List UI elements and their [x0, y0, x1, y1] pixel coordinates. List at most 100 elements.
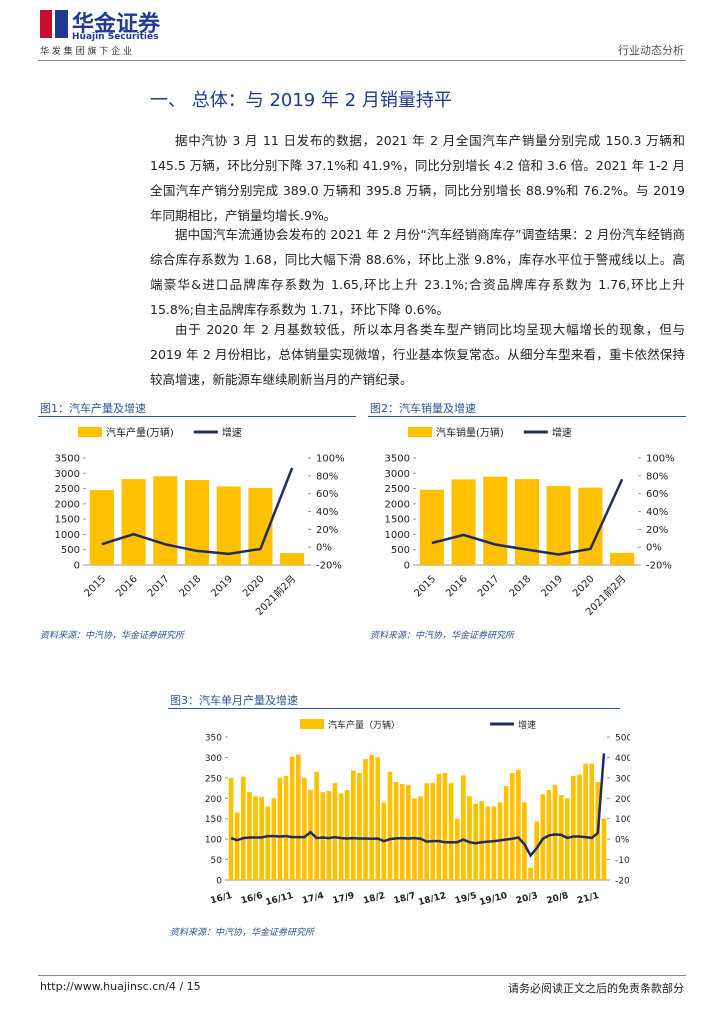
legend-label: 汽车销量(万辆) — [436, 426, 504, 439]
bar — [326, 790, 332, 880]
y2-tick-label: 100% — [615, 815, 630, 825]
x-tick-label: 2016 — [114, 574, 140, 600]
figure-rule — [368, 416, 686, 417]
bar — [442, 772, 448, 880]
bar — [571, 775, 576, 880]
bar — [436, 773, 442, 880]
figure-rule — [38, 416, 356, 417]
x-tick-label: 2016 — [444, 574, 470, 600]
figure-title: 图1：汽车产量及增速 — [40, 402, 146, 415]
bar — [451, 479, 476, 565]
bar — [448, 783, 454, 880]
x-tick-label: 18/2 — [362, 891, 386, 906]
bar — [485, 806, 491, 880]
bar — [265, 806, 271, 880]
header-rule — [38, 60, 686, 61]
y2-tick-label: -200% — [615, 877, 630, 887]
legend-label: 汽车产量(万辆) — [106, 426, 174, 439]
bar — [454, 818, 460, 880]
legend-label: 增速 — [552, 426, 572, 439]
y-tick-label: 200 — [205, 795, 222, 805]
section-title: 一、 总体：与 2019 年 2 月销量持平 — [150, 90, 452, 111]
figure-rule — [168, 708, 620, 709]
bar — [483, 476, 508, 565]
bar — [491, 806, 497, 880]
y-tick-label: 1000 — [385, 530, 410, 541]
bar — [419, 489, 444, 565]
y-tick-label: 3500 — [55, 454, 80, 465]
y-tick-label: 3000 — [55, 469, 80, 480]
logo-en: Huajin Securities — [72, 32, 159, 42]
figure-title: 图2：汽车销量及增速 — [370, 402, 476, 415]
bar — [534, 821, 540, 880]
bar — [277, 777, 283, 880]
legend-label: 汽车产量（万辆） — [328, 719, 400, 731]
y2-tick-label: 20% — [646, 525, 668, 536]
bar — [393, 781, 399, 880]
x-tick-label: 18/12 — [417, 891, 447, 908]
x-tick-label: 17/4 — [301, 891, 325, 906]
bar — [589, 763, 595, 880]
logo-icon — [40, 10, 68, 38]
y-tick-label: 500 — [391, 545, 410, 556]
chart: 0 500 1000 1500 2000 2500 3000 3500 -20% 0% 20% 40%… — [385, 426, 675, 618]
y2-tick-label: 300% — [615, 774, 630, 784]
bar — [344, 790, 350, 880]
bar — [399, 783, 405, 880]
y-tick-label: 500 — [61, 545, 80, 556]
bar — [121, 479, 146, 565]
bar — [583, 763, 588, 880]
x-tick-label: 19/10 — [479, 891, 509, 908]
y-tick-label: 0 — [404, 561, 410, 572]
x-tick-label: 2019 — [209, 574, 235, 600]
bar — [283, 775, 289, 880]
report-type: 行业动态分析 — [618, 44, 684, 57]
x-tick-label: 2020 — [571, 574, 597, 600]
y-tick-label: 1500 — [385, 515, 410, 526]
bar — [528, 867, 533, 880]
legend-label: 增速 — [518, 719, 536, 731]
bar — [552, 784, 558, 880]
bar — [558, 795, 564, 880]
bar — [228, 777, 234, 880]
y2-tick-label: 500% — [615, 734, 630, 744]
x-tick-label: 20/8 — [546, 891, 570, 906]
x-tick-label: 2015 — [82, 574, 108, 600]
y-tick-label: 350 — [205, 734, 222, 744]
footer-disclaimer: 请务必阅读正文之后的免责条款部分 — [508, 982, 684, 995]
bar — [424, 783, 429, 880]
y2-tick-label: 20% — [316, 525, 338, 536]
bar — [289, 756, 295, 880]
y2-tick-label: 80% — [316, 471, 338, 482]
y-tick-label: 0 — [216, 877, 222, 887]
y2-tick-label: 0% — [316, 543, 332, 554]
bar — [430, 782, 436, 880]
x-tick-label: 2017 — [146, 574, 172, 600]
bar — [363, 759, 368, 880]
x-tick-label: 19/5 — [454, 891, 478, 906]
bar — [280, 553, 305, 565]
y-tick-label: 300 — [205, 754, 222, 764]
bar — [357, 772, 362, 880]
bar — [516, 769, 521, 880]
bar — [350, 770, 356, 880]
x-tick-label: 16/6 — [240, 891, 264, 906]
x-tick-label: 2017 — [476, 574, 502, 600]
y-tick-label: 2500 — [385, 484, 410, 495]
y2-tick-label: 100% — [646, 454, 675, 465]
paragraph: 据中国汽车流通协会发布的 2021 年 2 月份“汽车经销商库存”调查结果：2 … — [150, 227, 685, 317]
y-tick-label: 3000 — [385, 469, 410, 480]
figure-title: 图3：汽车单月产量及增速 — [170, 694, 298, 707]
bar — [522, 802, 527, 880]
bar — [295, 754, 301, 880]
y-tick-label: 3500 — [385, 454, 410, 465]
bar — [578, 487, 603, 565]
bar — [509, 772, 515, 880]
bar — [153, 476, 178, 565]
bar — [308, 790, 313, 880]
footer-url: http://www.huajinsc.cn/4 / 15 — [40, 980, 201, 993]
y-tick-label: 50 — [211, 856, 223, 866]
x-tick-label: 17/9 — [332, 891, 356, 906]
y-tick-label: 250 — [205, 774, 222, 784]
